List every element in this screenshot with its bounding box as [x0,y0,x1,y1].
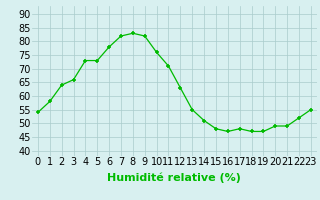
X-axis label: Humidité relative (%): Humidité relative (%) [108,173,241,183]
